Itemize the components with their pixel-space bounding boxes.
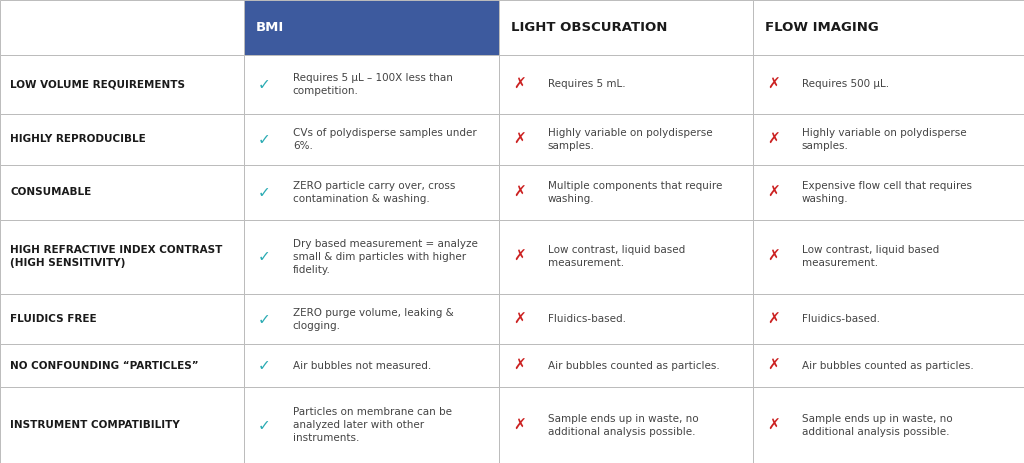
Text: ✗: ✗ [767,77,779,92]
Text: HIGH REFRACTIVE INDEX CONTRAST
(HIGH SENSITIVITY): HIGH REFRACTIVE INDEX CONTRAST (HIGH SEN… [10,245,222,269]
Bar [499,387,753,463]
Bar [499,55,753,114]
Text: LOW VOLUME REQUIREMENTS: LOW VOLUME REQUIREMENTS [10,80,185,89]
Text: Highly variable on polydisperse
samples.: Highly variable on polydisperse samples. [548,128,713,151]
Text: Air bubbles counted as particles.: Air bubbles counted as particles. [802,361,974,370]
Text: ✗: ✗ [513,312,525,326]
Text: ✗: ✗ [513,185,525,200]
Text: BMI: BMI [256,21,285,34]
Bar [753,114,1024,164]
Text: Sample ends up in waste, no
additional analysis possible.: Sample ends up in waste, no additional a… [802,413,952,437]
Text: ✗: ✗ [513,418,525,432]
Text: Low contrast, liquid based
measurement.: Low contrast, liquid based measurement. [802,245,939,268]
Text: INSTRUMENT COMPATIBILITY: INSTRUMENT COMPATIBILITY [10,420,180,430]
Bar [0,387,244,463]
Bar [0,344,244,387]
Bar [0,294,244,344]
Text: HIGHLY REPRODUCIBLE: HIGHLY REPRODUCIBLE [10,134,146,144]
Bar [0,0,244,55]
Text: ✗: ✗ [767,418,779,432]
Bar [753,294,1024,344]
Text: ✓: ✓ [258,358,270,373]
Text: ✓: ✓ [258,77,270,92]
Bar [753,219,1024,294]
Bar [244,344,499,387]
Text: NO CONFOUNDING “PARTICLES”: NO CONFOUNDING “PARTICLES” [10,361,199,370]
Text: Air bubbles not measured.: Air bubbles not measured. [293,361,431,370]
Text: ✓: ✓ [258,249,270,264]
Bar [0,219,244,294]
Text: CVs of polydisperse samples under
6%.: CVs of polydisperse samples under 6%. [293,128,476,151]
Text: Fluidics-based.: Fluidics-based. [548,314,626,324]
Text: ✗: ✗ [513,358,525,373]
Text: ZERO particle carry over, cross
contamination & washing.: ZERO particle carry over, cross contamin… [293,181,456,204]
Text: ✓: ✓ [258,418,270,432]
Bar [753,344,1024,387]
Bar [244,55,499,114]
Bar [244,219,499,294]
Bar [499,164,753,219]
Text: Requires 500 μL.: Requires 500 μL. [802,80,889,89]
Bar [244,164,499,219]
Text: ✗: ✗ [767,312,779,326]
Bar [753,164,1024,219]
Text: ✗: ✗ [513,77,525,92]
Bar [753,387,1024,463]
Text: Dry based measurement = analyze
small & dim particles with higher
fidelity.: Dry based measurement = analyze small & … [293,239,478,275]
Bar [499,0,753,55]
Bar [244,0,499,55]
Text: ✗: ✗ [767,249,779,264]
Bar [499,114,753,164]
Bar [244,387,499,463]
Text: Fluidics-based.: Fluidics-based. [802,314,880,324]
Bar [244,294,499,344]
Text: LIGHT OBSCURATION: LIGHT OBSCURATION [511,21,668,34]
Text: ✗: ✗ [513,249,525,264]
Text: CONSUMABLE: CONSUMABLE [10,187,91,197]
Text: Requires 5 mL.: Requires 5 mL. [548,80,626,89]
Bar [499,344,753,387]
Text: Low contrast, liquid based
measurement.: Low contrast, liquid based measurement. [548,245,685,268]
Text: FLOW IMAGING: FLOW IMAGING [765,21,879,34]
Text: ZERO purge volume, leaking &
clogging.: ZERO purge volume, leaking & clogging. [293,307,454,331]
Text: Requires 5 μL – 100X less than
competition.: Requires 5 μL – 100X less than competiti… [293,73,453,96]
Text: ✓: ✓ [258,132,270,147]
Text: Air bubbles counted as particles.: Air bubbles counted as particles. [548,361,720,370]
Text: Multiple components that require
washing.: Multiple components that require washing… [548,181,722,204]
Text: ✓: ✓ [258,185,270,200]
Bar [753,0,1024,55]
Text: FLUIDICS FREE: FLUIDICS FREE [10,314,97,324]
Bar [499,294,753,344]
Text: ✗: ✗ [513,132,525,147]
Bar [0,164,244,219]
Text: Particles on membrane can be
analyzed later with other
instruments.: Particles on membrane can be analyzed la… [293,407,452,443]
Text: Sample ends up in waste, no
additional analysis possible.: Sample ends up in waste, no additional a… [548,413,698,437]
Text: Expensive flow cell that requires
washing.: Expensive flow cell that requires washin… [802,181,972,204]
Bar [0,55,244,114]
Text: ✗: ✗ [767,132,779,147]
Text: Highly variable on polydisperse
samples.: Highly variable on polydisperse samples. [802,128,967,151]
Text: ✗: ✗ [767,185,779,200]
Bar [0,114,244,164]
Bar [753,55,1024,114]
Text: ✗: ✗ [767,358,779,373]
Bar [499,219,753,294]
Text: ✓: ✓ [258,312,270,326]
Bar [244,114,499,164]
